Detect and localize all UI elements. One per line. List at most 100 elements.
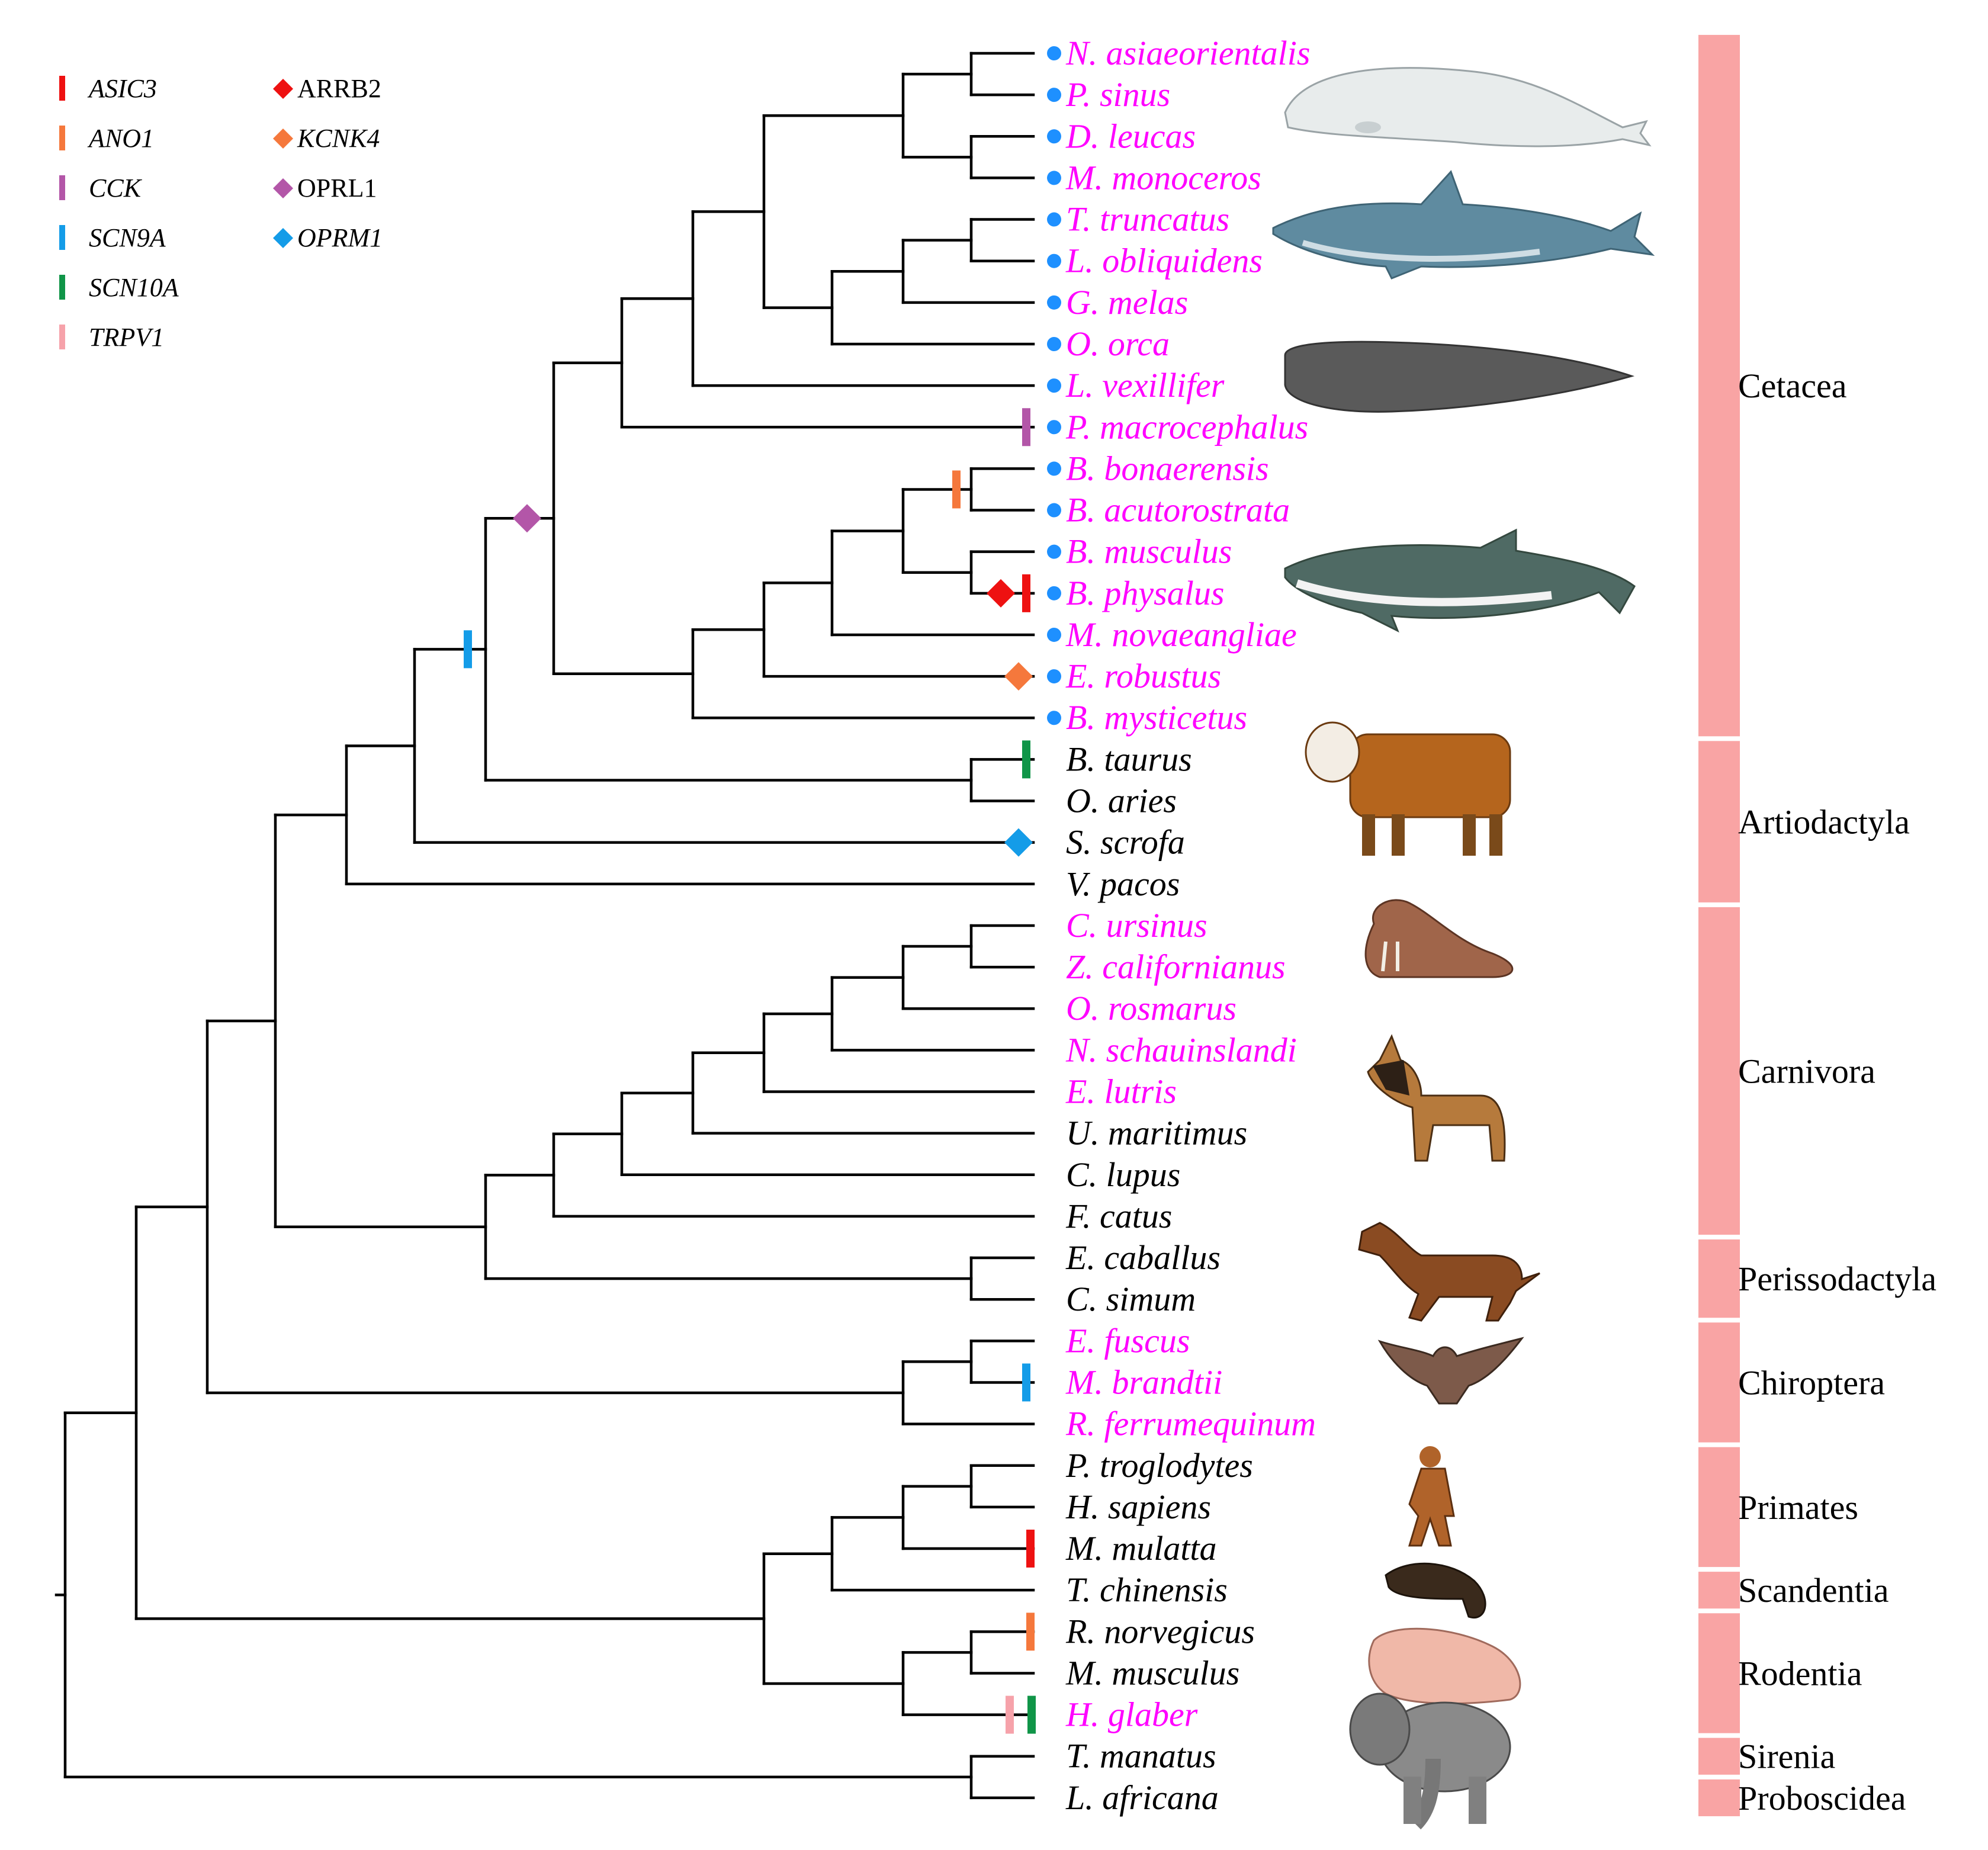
taxon-label: R. ferrumequinum [1065, 1405, 1316, 1443]
taxon-label: T. chinensis [1066, 1570, 1228, 1609]
legend-label: CCK [89, 174, 143, 203]
gene-events [464, 408, 1036, 1734]
order-bar [1698, 1779, 1740, 1816]
ano1-bar-marker [952, 470, 961, 509]
taxon-label: M. brandtii [1065, 1363, 1222, 1401]
taxon-label: D. leucas [1065, 117, 1196, 155]
kcnk4-diamond-marker [1004, 662, 1033, 691]
trpv1-bar-marker [1006, 1695, 1014, 1734]
sperm-whale-illustration [1284, 341, 1635, 413]
ano1-bar-marker [1026, 1613, 1035, 1651]
dolphin-illustration [1272, 170, 1655, 280]
order-bar [1698, 1613, 1740, 1733]
taxon-label: T. truncatus [1066, 200, 1229, 239]
legend-label: SCN9A [89, 223, 166, 252]
taxon-label: P. macrocephalus [1065, 407, 1308, 446]
taxon-label: S. scrofa [1066, 823, 1185, 862]
taxon-label: N. asiaeorientalis [1065, 34, 1310, 72]
oprm1-diamond-marker [1004, 828, 1033, 857]
taxon-label: O. rosmarus [1066, 989, 1237, 1027]
order-bar [1698, 34, 1740, 737]
scn10a-bar-marker [1022, 740, 1030, 779]
taxon-label: Z. californianus [1066, 948, 1286, 986]
animal-illustrations [1272, 67, 1655, 1830]
aquatic-dot-icon [1047, 544, 1061, 559]
taxon-label: P. sinus [1065, 75, 1170, 114]
legend-bar-icon [59, 76, 65, 101]
aquatic-dot-icon [1047, 586, 1061, 600]
order-label: Proboscidea [1738, 1779, 1906, 1817]
order-label: Primates [1738, 1488, 1858, 1527]
order-label: Cetacea [1738, 367, 1847, 405]
taxon-label: O. orca [1066, 325, 1170, 363]
legend-bar-icon [59, 126, 65, 150]
aquatic-dot-icon [1047, 461, 1061, 476]
scn9a-bar-marker [464, 630, 472, 669]
order-bar [1698, 1239, 1740, 1318]
order-bar [1698, 741, 1740, 902]
order-bar [1698, 1737, 1740, 1775]
legend-bar-icon [59, 175, 65, 200]
order-bar [1698, 1572, 1740, 1609]
taxon-label: M. musculus [1065, 1653, 1239, 1692]
aquatic-dot-icon [1047, 669, 1061, 684]
legend-bar-icon [59, 225, 65, 250]
taxon-label: N. schauinslandi [1065, 1030, 1297, 1069]
order-label: Rodentia [1738, 1654, 1862, 1692]
legend-diamond-icon [273, 79, 293, 99]
taxon-label: M. novaeangliae [1065, 615, 1297, 654]
taxon-label: O. aries [1066, 782, 1177, 820]
horse-illustration [1358, 1222, 1540, 1322]
taxon-label: M. mulatta [1065, 1529, 1217, 1568]
order-label: Scandentia [1738, 1571, 1889, 1610]
scn9a-bar-marker [1022, 1363, 1030, 1402]
taxon-label: B. bonaerensis [1066, 449, 1269, 487]
taxon-label: B. physalus [1066, 574, 1224, 612]
cck-bar-marker [1022, 408, 1030, 447]
beluga-illustration [1284, 67, 1652, 147]
legend-label: KCNK4 [297, 124, 380, 153]
taxon-label: V. pacos [1066, 865, 1180, 903]
legend-bar-icon [59, 325, 65, 349]
taxon-label: E. robustus [1065, 657, 1221, 695]
aquatic-dot-icon [1047, 503, 1061, 518]
taxon-label: E. fuscus [1065, 1321, 1190, 1360]
legend-label: TRPV1 [89, 323, 164, 352]
walrus-illustration [1364, 899, 1514, 978]
legend-label: OPRL1 [297, 174, 377, 203]
taxon-label: B. acutorostrata [1066, 491, 1290, 529]
aquatic-dot-icon [1047, 212, 1061, 227]
aquatic-dot-icon [1047, 336, 1061, 351]
taxon-label: L. obliquidens [1065, 242, 1263, 280]
asic3-bar-marker [1022, 574, 1030, 612]
elephant-illustration [1349, 1692, 1511, 1830]
aquatic-dot-icon [1047, 295, 1061, 310]
legend-diamond-icon [273, 228, 293, 248]
order-label: Chiroptera [1738, 1363, 1885, 1402]
legend-label: ANO1 [87, 124, 154, 153]
legend-label: SCN10A [89, 273, 179, 302]
taxon-label: T. manatus [1066, 1737, 1216, 1775]
taxon-label: C. simum [1066, 1280, 1196, 1318]
order-bar [1698, 1447, 1740, 1568]
scn10a-bar-marker [1027, 1695, 1036, 1734]
dog-illustration [1367, 1034, 1506, 1162]
taxon-label: C. lupus [1066, 1155, 1180, 1194]
taxon-label: B. mysticetus [1066, 698, 1247, 737]
order-label: Artiodactyla [1738, 803, 1910, 842]
aquatic-dot-icon [1047, 129, 1061, 144]
ape-illustration [1408, 1446, 1455, 1547]
legend-bar-icon [59, 275, 65, 300]
order-label: Carnivora [1738, 1052, 1875, 1090]
taxon-label: G. melas [1066, 283, 1188, 322]
legend-label: ARRB2 [297, 74, 381, 103]
taxon-label: L. africana [1065, 1778, 1219, 1817]
taxon-label: B. taurus [1066, 740, 1192, 778]
aquatic-dot-icon [1047, 627, 1061, 642]
aquatic-dot-icon [1047, 46, 1061, 60]
taxon-label: M. monoceros [1065, 158, 1261, 197]
aquatic-dot-icon [1047, 88, 1061, 102]
